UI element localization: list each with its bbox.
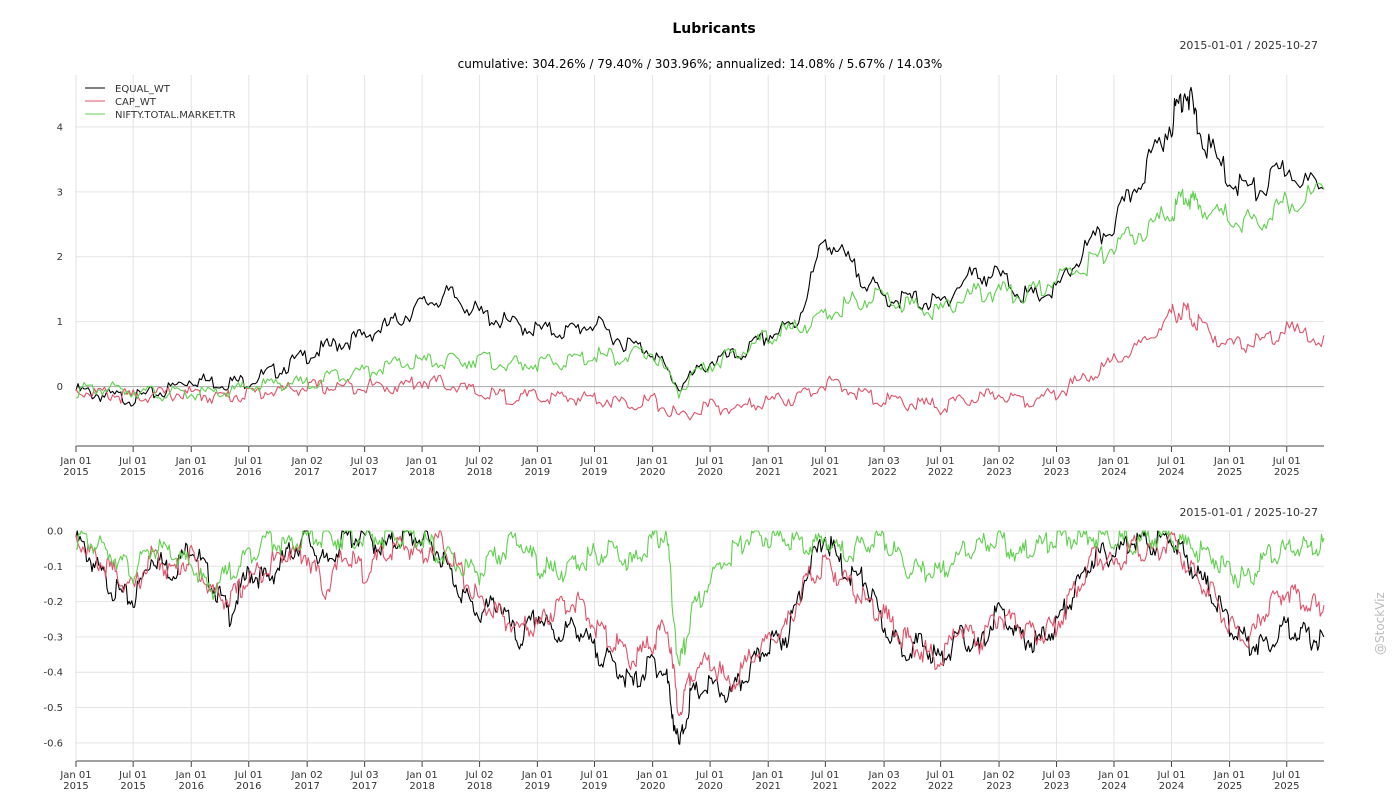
- x-tick-label: Jan 01 2020: [636, 456, 668, 478]
- y-tick-label: -0.5: [43, 703, 63, 714]
- x-tick-label: Jan 01 2025: [1213, 770, 1245, 792]
- x-tick-label: Jul 01 2025: [1272, 456, 1301, 478]
- watermark: @StockViz: [1373, 592, 1387, 655]
- series-line-equal-wt: [75, 530, 1325, 745]
- x-tick-label: Jul 01 2019: [580, 770, 609, 792]
- series-line-cap-wt: [75, 302, 1325, 421]
- x-tick-label: Jul 01 2024: [1156, 456, 1185, 478]
- x-tick-label: Jan 01 2018: [405, 770, 437, 792]
- y-tick-label: 0: [57, 382, 63, 393]
- x-tick-label: Jul 03 2023: [1042, 770, 1071, 792]
- y-tick-label: 1: [57, 317, 63, 328]
- x-tick-label: Jan 03 2022: [867, 456, 899, 478]
- series-line-nifty-total-market-tr: [75, 183, 1325, 402]
- x-tick-label: Jan 01 2015: [59, 456, 91, 478]
- y-tick-label: -0.2: [43, 597, 63, 608]
- x-tick-label: Jul 01 2021: [810, 456, 839, 478]
- x-tick-label: Jul 01 2021: [810, 770, 839, 792]
- cumulative-return-panel: Jan 01 2015 Jul 01 2015 Jan 01 2016 Jul 01 2016…: [57, 75, 1325, 478]
- x-tick-label: Jul 03 2017: [350, 456, 379, 478]
- x-tick-label: Jan 01 2024: [1097, 770, 1129, 792]
- y-tick-label: -0.3: [43, 632, 63, 643]
- chart-title: Lubricants: [672, 21, 755, 37]
- chart-subtitle: cumulative: 304.26% / 79.40% / 303.96%; …: [458, 57, 943, 71]
- x-tick-label: Jan 01 2024: [1097, 456, 1129, 478]
- legend-label-cap-wt: CAP_WT: [115, 97, 157, 108]
- x-tick-label: Jul 02 2018: [465, 770, 494, 792]
- x-tick-label: Jan 01 2020: [636, 770, 668, 792]
- drawdown-panel: Jan 01 2015 Jul 01 2015 Jan 01 2016 Jul 01 2016…: [43, 527, 1325, 792]
- x-tick-label: Jul 01 2022: [926, 770, 955, 792]
- top-date-range: 2015-01-01 / 2025-10-27: [1179, 39, 1318, 52]
- x-tick-label: Jul 01 2015: [118, 770, 147, 792]
- x-tick-label: Jan 01 2019: [521, 770, 553, 792]
- legend-label-nifty-total-market: NIFTY.TOTAL.MARKET.TR: [115, 110, 236, 121]
- series-line-cap-wt: [75, 530, 1325, 717]
- x-tick-label: Jul 01 2016: [234, 770, 263, 792]
- bottom-date-range: 2015-01-01 / 2025-10-27: [1179, 506, 1318, 519]
- x-tick-label: Jul 01 2020: [695, 770, 724, 792]
- legend-label-equal-wt: EQUAL_WT: [115, 84, 171, 95]
- x-tick-label: Jan 02 2023: [982, 456, 1014, 478]
- x-tick-label: Jan 01 2018: [405, 456, 437, 478]
- x-tick-label: Jan 03 2022: [867, 770, 899, 792]
- x-tick-label: Jan 02 2023: [982, 770, 1014, 792]
- y-tick-label: 4: [57, 122, 63, 133]
- x-tick-label: Jan 02 2017: [290, 456, 322, 478]
- x-tick-label: Jan 01 2021: [752, 770, 784, 792]
- x-tick-label: Jan 01 2016: [175, 770, 207, 792]
- y-tick-label: 0.0: [47, 527, 63, 538]
- legend: EQUAL_WT CAP_WT NIFTY.TOTAL.MARKET.TR: [85, 84, 236, 121]
- x-tick-label: Jan 01 2015: [59, 770, 91, 792]
- y-tick-label: -0.1: [43, 562, 63, 573]
- x-tick-label: Jan 01 2019: [521, 456, 553, 478]
- x-tick-label: Jul 02 2018: [465, 456, 494, 478]
- x-tick-label: Jan 01 2025: [1213, 456, 1245, 478]
- x-tick-label: Jan 02 2017: [290, 770, 322, 792]
- x-tick-label: Jul 01 2020: [695, 456, 724, 478]
- x-tick-label: Jul 01 2024: [1156, 770, 1185, 792]
- x-tick-label: Jul 01 2016: [234, 456, 263, 478]
- x-tick-label: Jul 01 2022: [926, 456, 955, 478]
- series-line-equal-wt: [75, 86, 1325, 407]
- x-tick-label: Jul 03 2023: [1042, 456, 1071, 478]
- x-tick-label: Jan 01 2016: [175, 456, 207, 478]
- x-tick-label: Jul 03 2017: [350, 770, 379, 792]
- y-tick-label: 3: [57, 187, 63, 198]
- x-tick-label: Jan 01 2021: [752, 456, 784, 478]
- y-tick-label: -0.4: [43, 668, 63, 679]
- y-tick-label: -0.6: [43, 738, 63, 749]
- x-tick-label: Jul 01 2015: [118, 456, 147, 478]
- series-line-nifty-total-market-tr: [75, 530, 1325, 667]
- x-tick-label: Jul 01 2019: [580, 456, 609, 478]
- x-tick-label: Jul 01 2025: [1272, 770, 1301, 792]
- y-tick-label: 2: [57, 252, 63, 263]
